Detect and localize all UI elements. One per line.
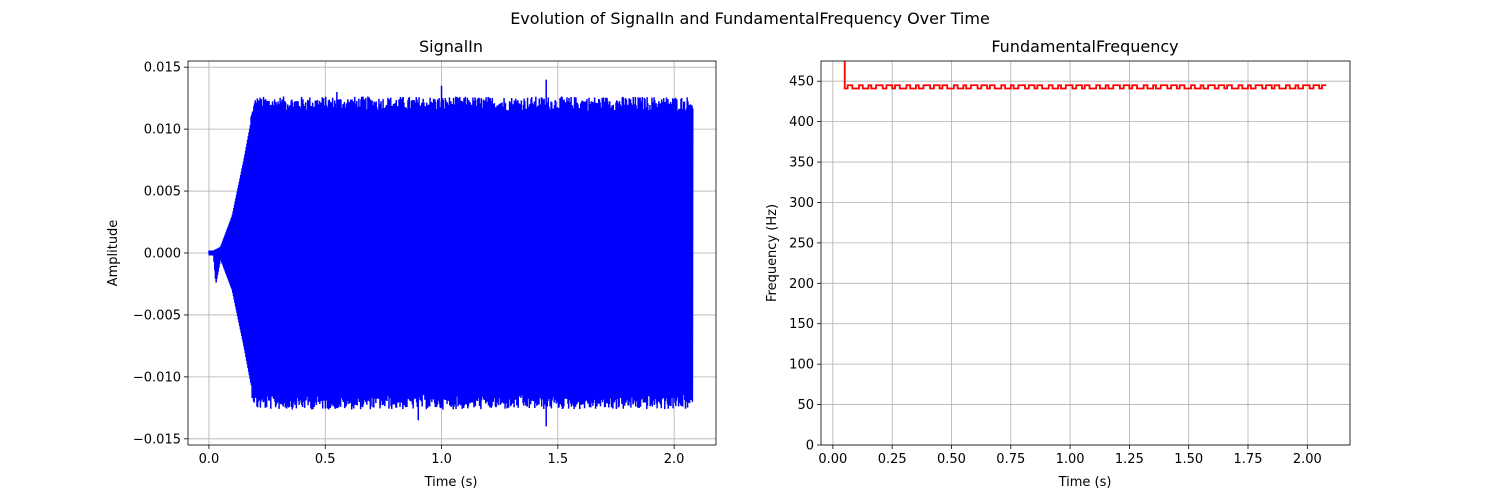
fundamentalfrequency-ytick-label: 150 (789, 317, 814, 332)
fundamentalfrequency-xtick-label: 0.50 (937, 452, 966, 467)
fundamentalfrequency-ytick-label: 400 (789, 115, 814, 130)
signalin-xtick-label: 1.0 (431, 452, 452, 467)
signalin-xlabel: Time (s) (424, 475, 478, 490)
fundamentalfrequency-title: FundamentalFrequency (991, 37, 1178, 56)
fundamentalfrequency-ytick-label: 450 (789, 75, 814, 90)
fundamentalfrequency-xtick-label: 1.25 (1115, 452, 1144, 467)
fundamentalfrequency-xtick-label: 1.75 (1234, 452, 1263, 467)
fundamentalfrequency-ytick-label: 200 (789, 277, 814, 292)
fundamentalfrequency-ytick-label: 50 (797, 398, 814, 413)
fundamentalfrequency-frame (820, 60, 1351, 446)
fundamentalfrequency-xtick-label: 1.00 (1056, 452, 1085, 467)
fundamentalfrequency-xtick-label: 0.00 (818, 452, 847, 467)
signalin-title: SignalIn (419, 37, 483, 56)
signalin-axes: SignalIn Time (s) Amplitude 0.0 0.5 1.0 1.5… (106, 37, 717, 490)
fundamentalfrequency-ylabel: Frequency (Hz) (765, 204, 780, 302)
signalin-ytick-label: 0.000 (144, 247, 181, 262)
signalin-ytick-label: 0.010 (144, 123, 181, 138)
fundamentalfrequency-xtick-label: 2.00 (1293, 452, 1322, 467)
fundamentalfrequency-xtick-label: 1.50 (1174, 452, 1203, 467)
signalin-ytick-label: 0.005 (144, 185, 181, 200)
signalin-line (208, 96, 694, 410)
fundamentalfrequency-ytick-label: 300 (789, 196, 814, 211)
fundamentalfrequency-axes: FundamentalFrequency Time (s) Frequency … (765, 37, 1351, 490)
fundamentalfrequency-ytick-label: 100 (789, 358, 814, 373)
fundamentalfrequency-grid (821, 61, 1350, 446)
fundamentalfrequency-ytick-label: 350 (789, 156, 814, 171)
signalin-xtick-label: 0.5 (315, 452, 336, 467)
fundamentalfrequency-series (843, 61, 1327, 90)
fundamentalfrequency-ytick-label: 250 (789, 236, 814, 251)
figure-suptitle: Evolution of SignalIn and FundamentalFre… (510, 9, 990, 28)
fundamentalfrequency-xtick-label: 0.75 (996, 452, 1025, 467)
signalin-ytick-label: −0.010 (133, 370, 181, 385)
fundamentalfrequency-ytick-label: 0 (806, 439, 814, 454)
signalin-xtick-label: 1.5 (547, 452, 568, 467)
signalin-xtick-label: 2.0 (664, 452, 685, 467)
fundamentalfrequency-line (843, 61, 1327, 90)
signalin-ytick-label: 0.015 (144, 61, 181, 76)
signalin-ytick-label: −0.005 (133, 308, 181, 323)
signalin-ytick-label: −0.015 (133, 432, 181, 447)
signalin-frame (187, 60, 717, 446)
signalin-xtick-label: 0.0 (199, 452, 220, 467)
signalin-series (208, 79, 694, 427)
fundamentalfrequency-xtick-label: 0.25 (878, 452, 907, 467)
fundamentalfrequency-xlabel: Time (s) (1058, 475, 1112, 490)
signalin-ylabel: Amplitude (106, 220, 121, 287)
